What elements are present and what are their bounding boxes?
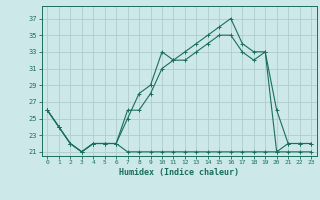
X-axis label: Humidex (Indice chaleur): Humidex (Indice chaleur) [119,168,239,177]
